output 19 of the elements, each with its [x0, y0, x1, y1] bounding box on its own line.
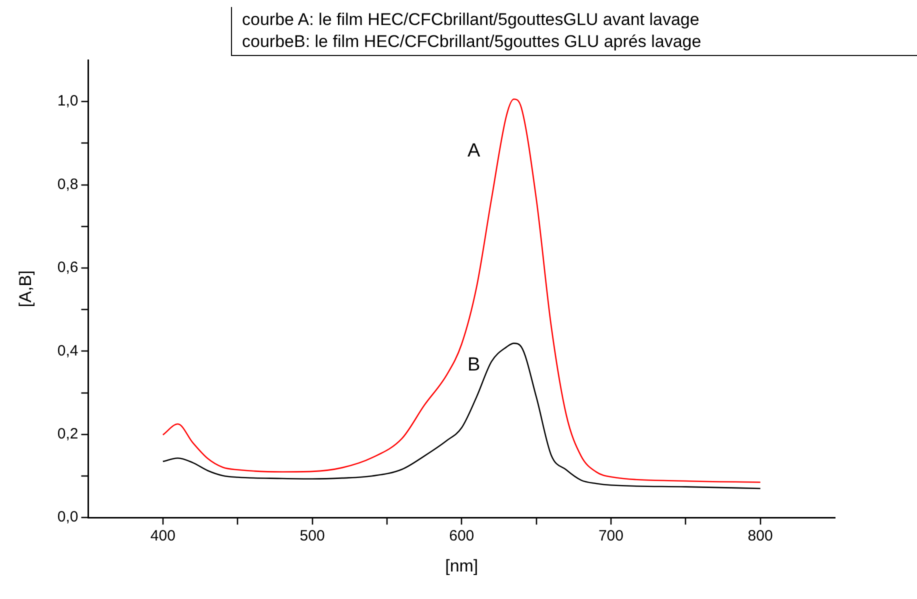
x-tick-label: 400 — [150, 528, 176, 545]
line-series — [162, 98, 761, 483]
series-label: B — [468, 354, 480, 376]
y-tick-label: 0,0 — [57, 508, 78, 526]
x-axis-title: [nm] — [445, 556, 478, 576]
y-tick-label: 0,2 — [57, 426, 78, 443]
y-tick-label: 0,6 — [57, 259, 78, 276]
y-axis-title: [A,B] — [16, 270, 35, 308]
series-label: A — [468, 140, 481, 162]
x-tick-label: 700 — [598, 528, 624, 545]
x-tick-label: 600 — [449, 528, 474, 545]
text: courbe A: le film HEC/CFCbrillant/5gouttesGLU avant lavage — [242, 9, 700, 31]
text: courbeB: le film HEC/CFCbrillant/5gouttes GLU aprés lavage — [242, 31, 702, 53]
y-tick-label: 0,4 — [57, 342, 78, 360]
line-series — [162, 342, 761, 490]
y-tick-label: 1,0 — [57, 92, 78, 110]
x-tick-label: 800 — [748, 528, 773, 545]
x-tick-label: 500 — [300, 528, 325, 545]
y-tick-label: 0,8 — [57, 176, 78, 193]
